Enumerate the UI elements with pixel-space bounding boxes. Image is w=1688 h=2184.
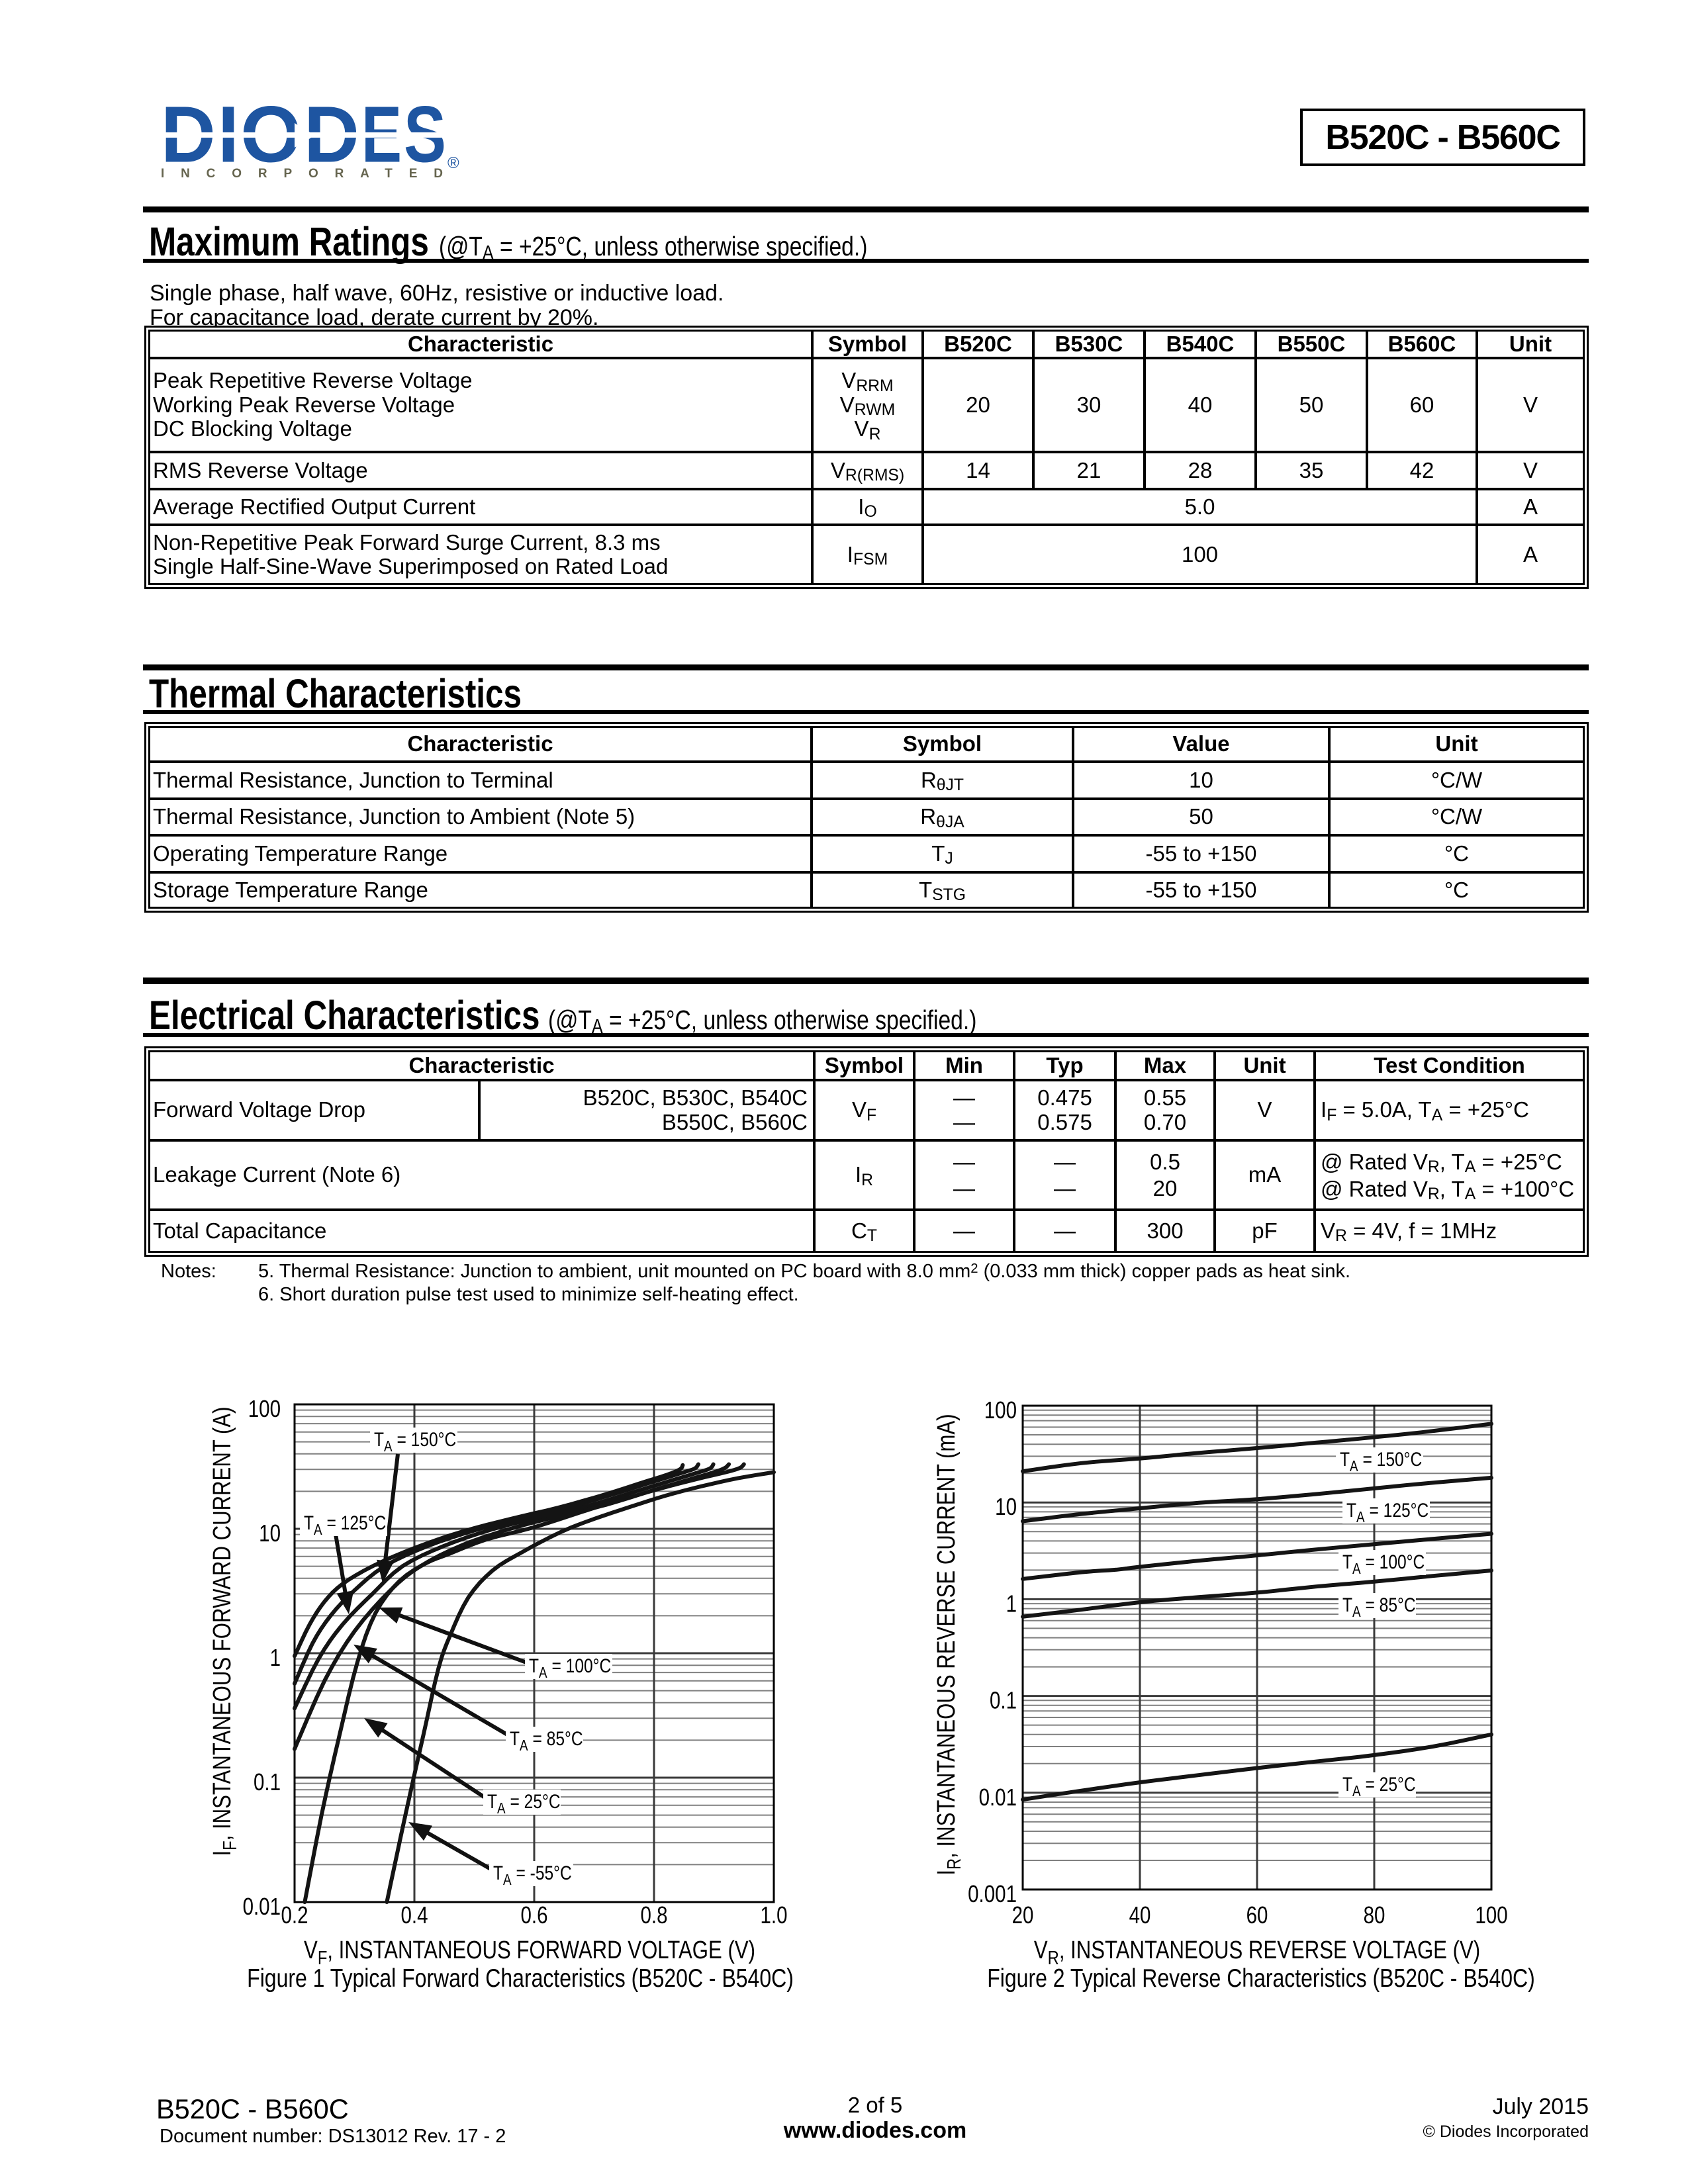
svg-text:TA = 100°C: TA = 100°C <box>529 1655 611 1682</box>
svg-text:0.2: 0.2 <box>281 1901 308 1928</box>
svg-text:0.1: 0.1 <box>990 1687 1017 1713</box>
svg-text:0.8: 0.8 <box>640 1901 667 1928</box>
svg-text:20: 20 <box>1012 1901 1034 1928</box>
svg-text:1: 1 <box>1006 1590 1017 1617</box>
svg-text:0.4: 0.4 <box>400 1901 428 1928</box>
svg-text:100: 100 <box>1475 1901 1507 1928</box>
svg-text:IR, INSTANTANEOUS REVERSE CURR: IR, INSTANTANEOUS REVERSE CURRENT (mA) <box>933 1414 964 1875</box>
svg-text:0.01: 0.01 <box>243 1893 281 1919</box>
svg-text:80: 80 <box>1364 1901 1385 1928</box>
svg-text:IF, INSTANTANEOUS FORWARD CURR: IF, INSTANTANEOUS FORWARD CURRENT (A) <box>209 1406 240 1856</box>
svg-text:VF, INSTANTANEOUS FORWARD VOLT: VF, INSTANTANEOUS FORWARD VOLTAGE (V) <box>304 1936 755 1968</box>
svg-text:100: 100 <box>248 1395 281 1422</box>
svg-text:0.001: 0.001 <box>968 1880 1017 1907</box>
svg-text:0.1: 0.1 <box>254 1768 281 1795</box>
svg-text:60: 60 <box>1246 1901 1268 1928</box>
svg-text:1.0: 1.0 <box>760 1901 787 1928</box>
svg-text:®: ® <box>447 154 459 172</box>
svg-text:0.01: 0.01 <box>979 1784 1017 1810</box>
svg-text:100: 100 <box>984 1396 1017 1423</box>
svg-text:10: 10 <box>995 1493 1017 1520</box>
svg-text:Figure 2 Typical Reverse Chara: Figure 2 Typical Reverse Characteristics… <box>987 1964 1534 1993</box>
svg-text:40: 40 <box>1129 1901 1151 1928</box>
svg-text:1: 1 <box>270 1644 281 1670</box>
svg-text:VR, INSTANTANEOUS REVERSE VOLT: VR, INSTANTANEOUS REVERSE VOLTAGE (V) <box>1034 1936 1480 1968</box>
svg-text:10: 10 <box>259 1520 281 1546</box>
svg-text:Figure 1 Typical Forward Chara: Figure 1 Typical Forward Characteristics… <box>247 1964 794 1993</box>
svg-text:0.6: 0.6 <box>520 1901 547 1928</box>
